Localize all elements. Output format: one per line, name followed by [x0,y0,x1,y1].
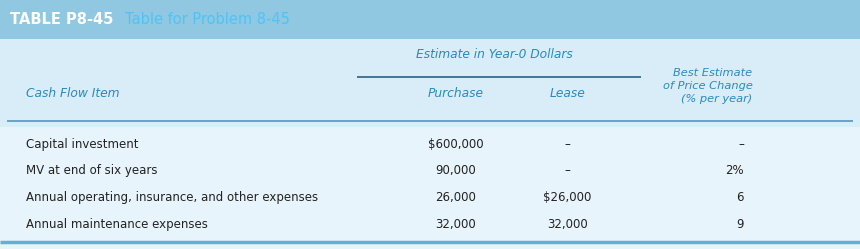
Text: Lease: Lease [550,87,586,100]
Text: TABLE P8-45: TABLE P8-45 [10,12,114,27]
Text: 2%: 2% [725,164,744,178]
Text: –: – [565,138,570,151]
FancyBboxPatch shape [0,0,860,39]
Text: –: – [565,164,570,178]
Text: Annual operating, insurance, and other expenses: Annual operating, insurance, and other e… [26,191,318,204]
Text: Cash Flow Item: Cash Flow Item [26,87,120,100]
FancyBboxPatch shape [0,127,860,249]
Text: 90,000: 90,000 [435,164,476,178]
Text: Capital investment: Capital investment [26,138,138,151]
Text: Purchase: Purchase [427,87,484,100]
Text: 9: 9 [736,218,744,231]
Text: Table for Problem 8-45: Table for Problem 8-45 [125,12,290,27]
Text: Annual maintenance expenses: Annual maintenance expenses [26,218,207,231]
FancyBboxPatch shape [0,39,860,127]
Text: 6: 6 [736,191,744,204]
Text: $26,000: $26,000 [544,191,592,204]
Text: MV at end of six years: MV at end of six years [26,164,157,178]
Text: 26,000: 26,000 [435,191,476,204]
Text: Estimate in Year-0 Dollars: Estimate in Year-0 Dollars [416,48,573,61]
Text: –: – [738,138,744,151]
Text: Best Estimate
of Price Change
(% per year): Best Estimate of Price Change (% per yea… [662,68,752,104]
Text: 32,000: 32,000 [547,218,588,231]
Text: $600,000: $600,000 [428,138,483,151]
Text: 32,000: 32,000 [435,218,476,231]
